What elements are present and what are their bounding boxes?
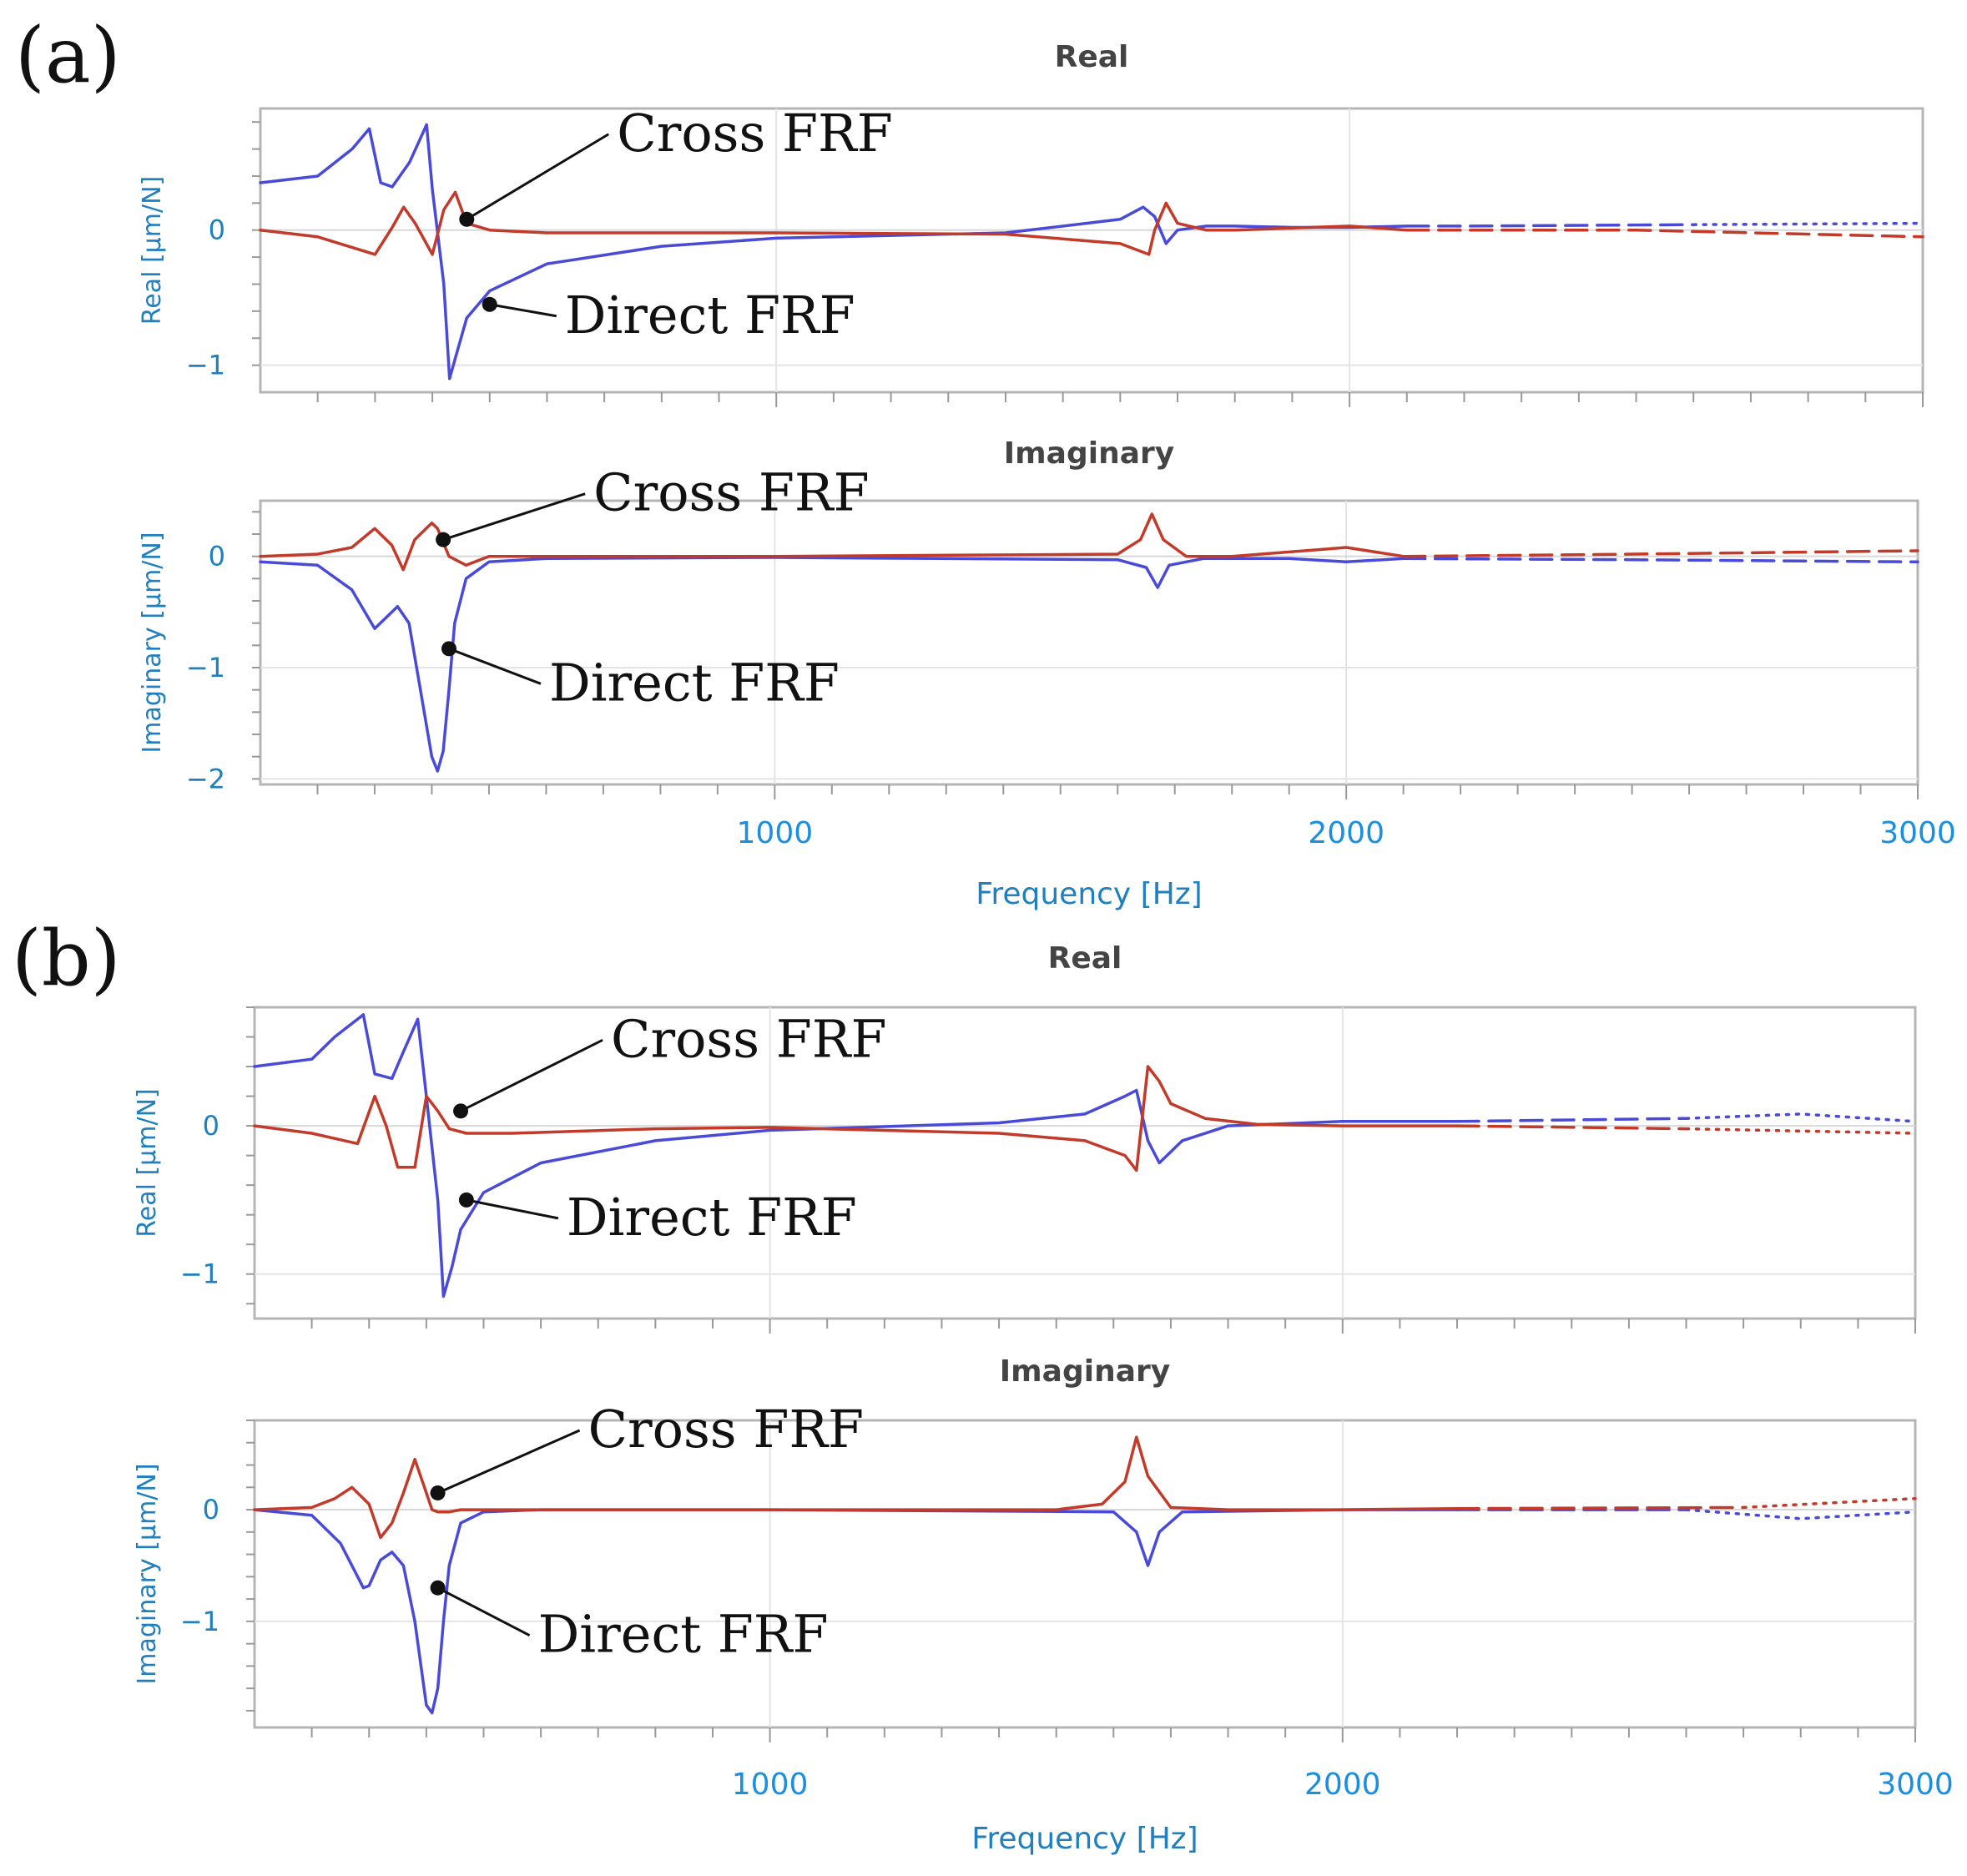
y-tick-label: 0 [203, 1110, 219, 1142]
y-tick-label: 0 [209, 214, 225, 246]
series-line [1401, 549, 1919, 558]
annotation-direct-frf: Direct FRF [458, 1187, 857, 1248]
annotation-dot [482, 296, 497, 312]
annotation-leader [466, 1198, 559, 1220]
series-line [1455, 1124, 1688, 1131]
series-direct-frf [253, 1013, 1917, 1299]
annotation-leader [460, 1038, 603, 1112]
plot-area [259, 499, 1919, 786]
series-line [1405, 228, 1924, 239]
series-cross-frf [253, 1435, 1917, 1540]
y-tick-label: −2 [186, 763, 225, 794]
y-axis-label: Real [µm/N] [133, 1088, 162, 1237]
annotation-direct-frf: Direct FRF [430, 1580, 829, 1665]
subplot-title: Real [1048, 941, 1122, 976]
annotation-dot [453, 1103, 469, 1119]
annotation-dot [459, 211, 475, 227]
series-line [1455, 1505, 1745, 1510]
panel-a-imaginary: Imaginary 0 −1 −2 Imaginary [µm/N] 1000 2000 30… [138, 436, 1956, 911]
annotation-label: Cross FRF [617, 103, 892, 164]
x-tick-label: 2000 [1304, 1768, 1381, 1802]
annotation-label: Direct FRF [549, 652, 840, 713]
subplot-title: Real [1055, 40, 1129, 74]
annotation-cross-frf: Cross FRF [459, 103, 893, 227]
plot-area [253, 1419, 1917, 1729]
x-tick-label: 1000 [737, 816, 814, 850]
series-line [253, 1065, 1459, 1172]
panel-b-real: Real 0 −1 Real [µm/N] Cross FRF Direct FRF [133, 941, 1917, 1334]
y-tick-label: −1 [180, 1258, 219, 1290]
x-tick-label: 3000 [1877, 1768, 1954, 1802]
y-tick-label: 0 [203, 1494, 219, 1526]
subplot-title: Imaginary [1004, 436, 1174, 471]
series-line [1684, 1508, 1917, 1520]
y-axis-label: Imaginary [µm/N] [138, 532, 167, 753]
y-tick-label: 0 [209, 541, 225, 572]
subplot-title: Imaginary [1000, 1354, 1170, 1389]
annotation-leader [442, 492, 586, 542]
series-cross-frf [253, 1065, 1917, 1172]
panel-label-a: (a) [15, 11, 121, 100]
x-tick-label: 2000 [1308, 816, 1384, 850]
panel-b-imaginary: Imaginary 0 −1 Imaginary [µm/N] 1000 2000 3000… [133, 1354, 1954, 1856]
annotation-label: Direct FRF [565, 285, 855, 345]
series-line [1405, 223, 1695, 228]
plot-area [253, 1006, 1917, 1320]
annotation-cross-frf: Cross FRF [430, 1399, 864, 1500]
annotation-dot [436, 532, 451, 547]
series-line [253, 1013, 1459, 1299]
annotation-dot [430, 1580, 446, 1596]
annotation-label: Cross FRF [588, 1399, 864, 1460]
annotation-label: Cross FRF [593, 462, 869, 523]
annotation-leader [466, 133, 610, 221]
annotation-dot [430, 1485, 446, 1500]
annotation-label: Cross FRF [611, 1008, 886, 1069]
panel-a-real: Real 0 −1 Real [µm/N] Cross FRF Direct FRF [138, 40, 1924, 407]
annotation-direct-frf: Direct FRF [482, 285, 855, 345]
annotation-leader [448, 647, 542, 685]
annotation-dot [458, 1192, 474, 1208]
annotation-cross-frf: Cross FRF [436, 462, 870, 547]
annotation-leader [436, 1586, 531, 1637]
series-line [1684, 1112, 1917, 1123]
annotation-cross-frf: Cross FRF [453, 1008, 887, 1119]
series-cross-frf [259, 512, 1919, 572]
series-line [1684, 1127, 1917, 1135]
series-line [259, 556, 1405, 773]
panel-label-b: (b) [12, 914, 121, 1003]
series-line [1742, 1496, 1917, 1510]
series-direct-frf [259, 556, 1919, 773]
x-axis-label: Frequency [Hz] [976, 877, 1202, 911]
series-line [259, 512, 1405, 572]
series-line [253, 1435, 1459, 1540]
series-cross-frf [259, 190, 1924, 256]
annotation-leader [489, 303, 557, 318]
annotation-direct-frf: Direct FRF [441, 641, 840, 713]
y-axis-label: Imaginary [µm/N] [133, 1463, 162, 1684]
y-tick-label: −1 [186, 350, 225, 381]
series-line [1455, 1117, 1688, 1123]
plot-area [259, 107, 1924, 394]
y-axis-label: Real [µm/N] [138, 176, 167, 325]
y-tick-label: −1 [180, 1606, 219, 1637]
series-line [1401, 557, 1919, 564]
annotation-leader [436, 1429, 581, 1495]
series-line [1692, 221, 1924, 226]
x-tick-label: 1000 [732, 1768, 809, 1802]
x-axis-label: Frequency [Hz] [971, 1822, 1198, 1856]
series-line [259, 190, 1409, 256]
annotation-label: Direct FRF [567, 1187, 857, 1248]
x-tick-label: 3000 [1879, 816, 1956, 850]
annotation-dot [441, 641, 456, 657]
annotation-label: Direct FRF [538, 1604, 829, 1665]
series-line [253, 1508, 1459, 1715]
y-tick-label: −1 [186, 652, 225, 683]
